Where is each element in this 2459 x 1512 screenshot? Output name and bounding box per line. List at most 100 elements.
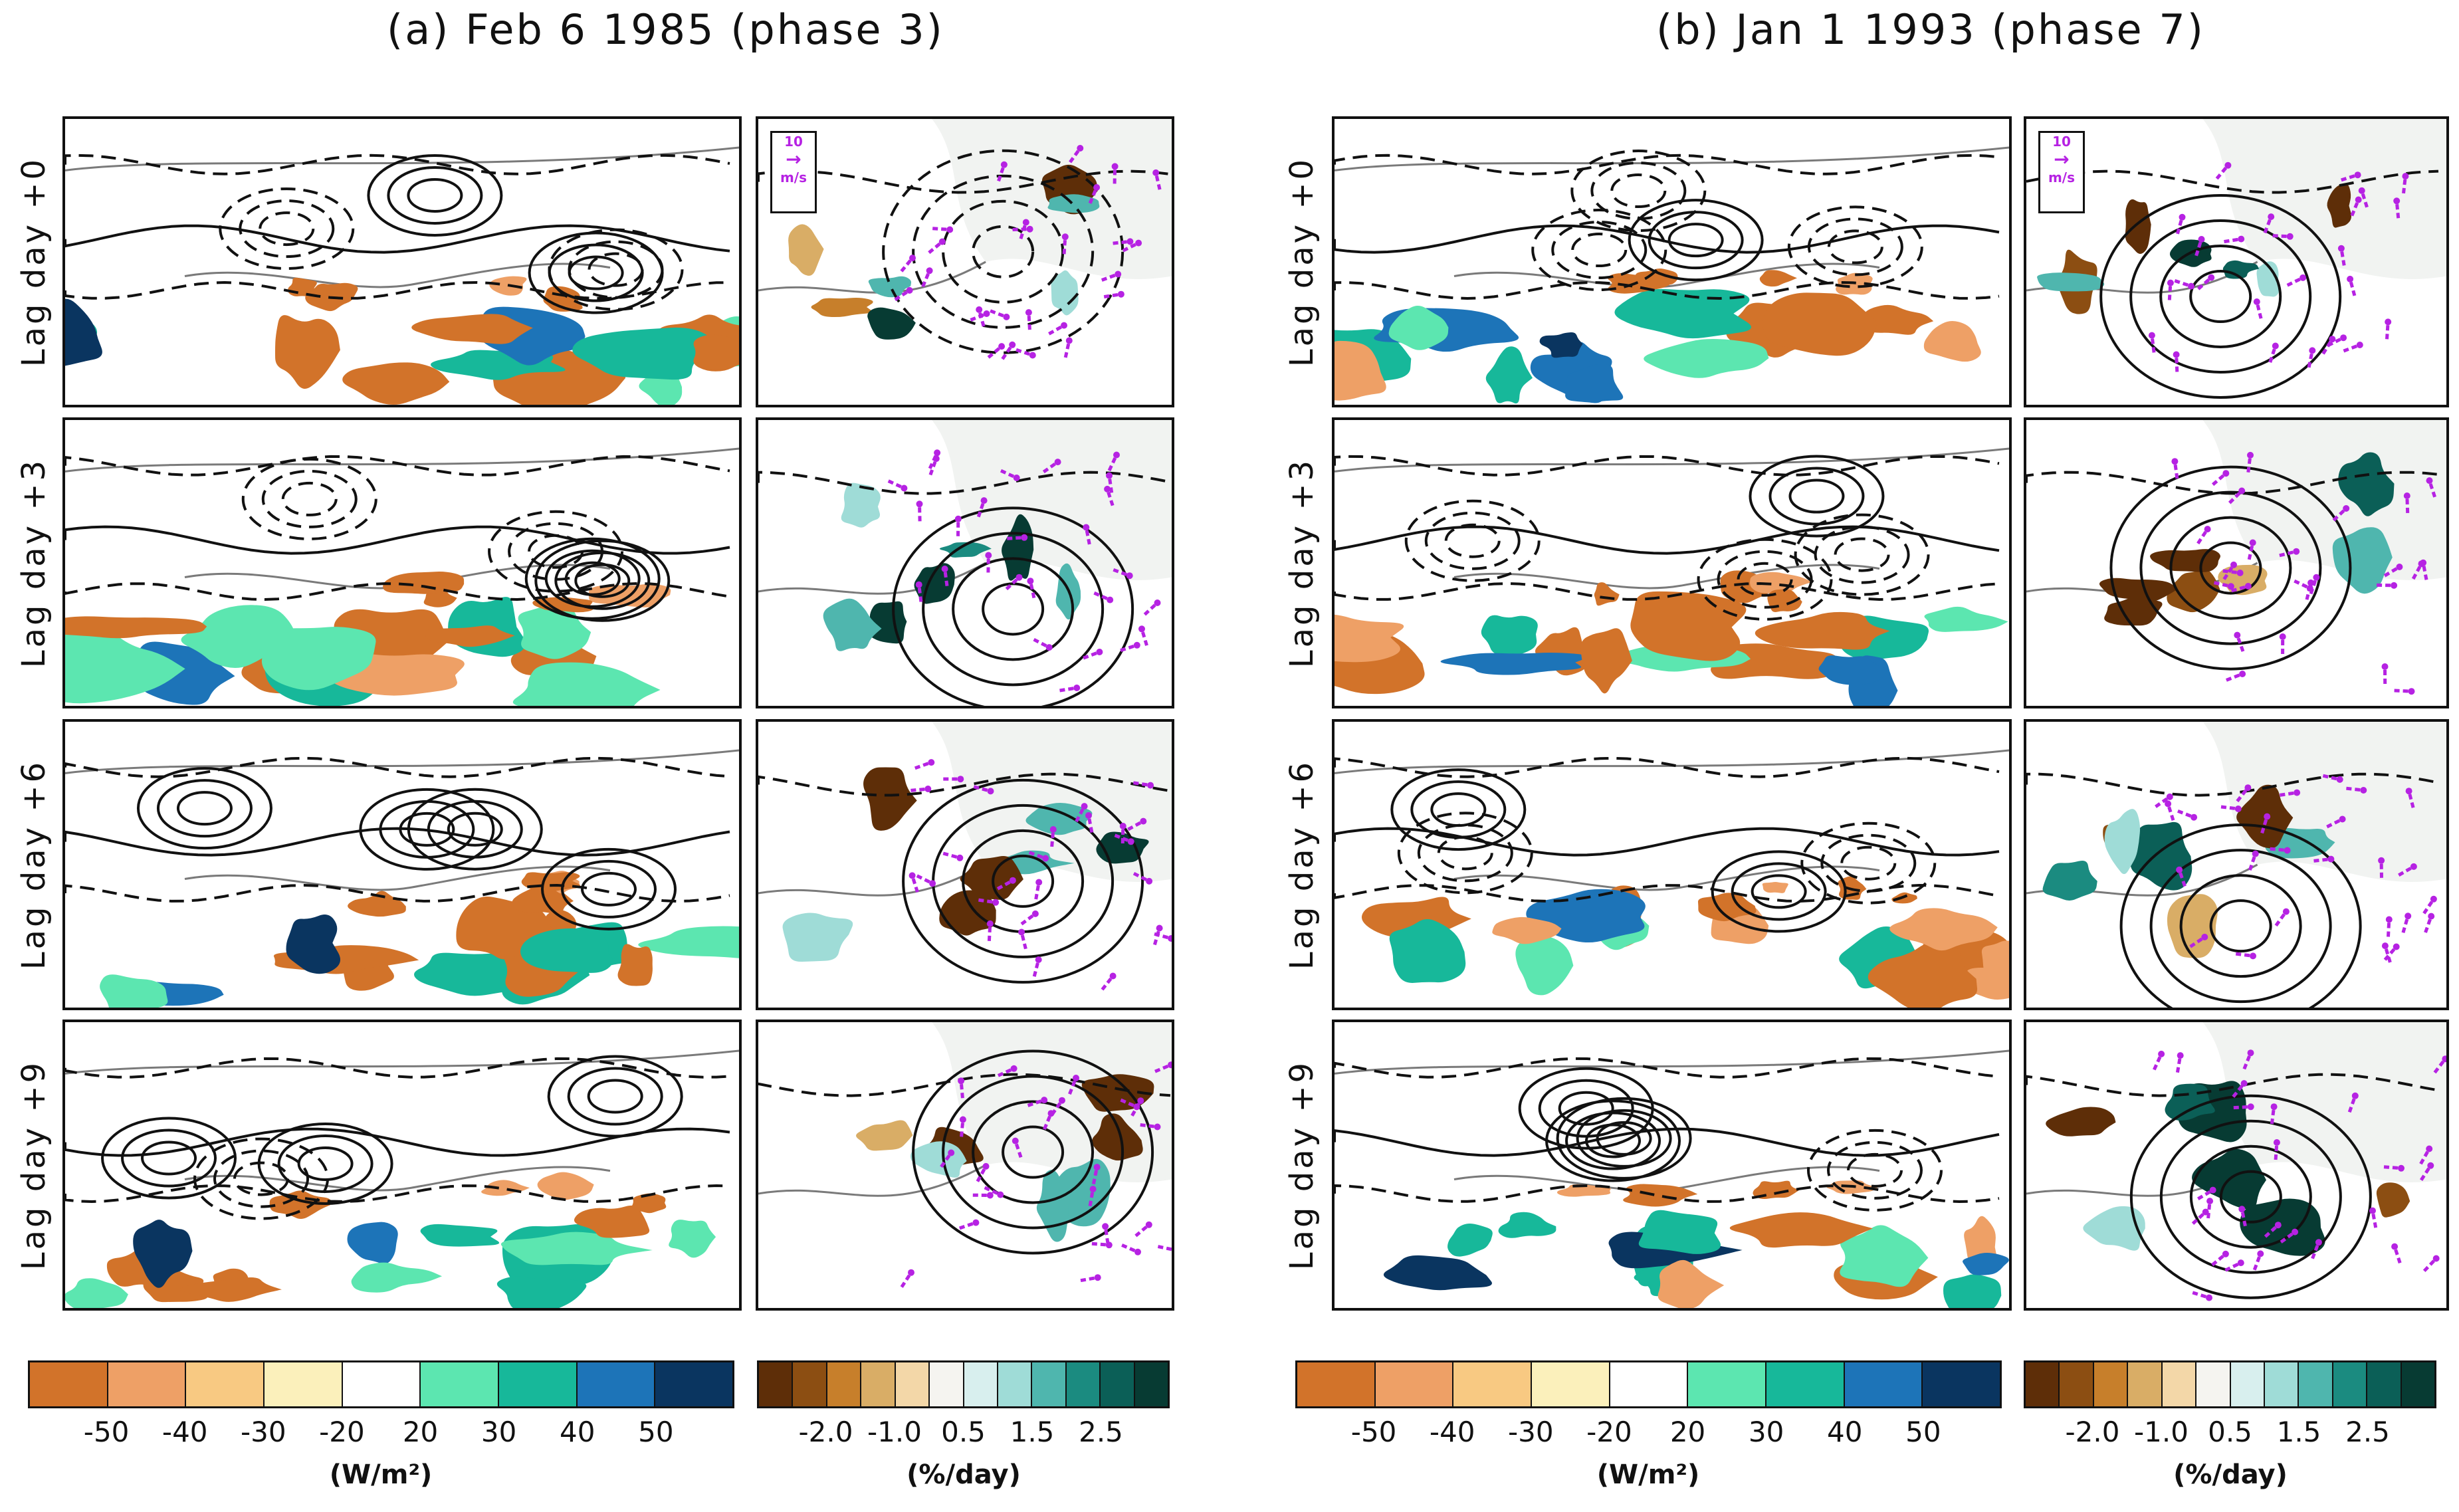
map-canvas bbox=[758, 420, 1172, 706]
rate-tick-label: -1.0 bbox=[867, 1416, 922, 1448]
olr-unit-left: (W/m²) bbox=[329, 1459, 433, 1490]
olr-tick-label: -30 bbox=[1508, 1416, 1554, 1448]
colorbar-swatch bbox=[2093, 1362, 2129, 1406]
colorbar-swatch bbox=[998, 1362, 1033, 1406]
map-canvas bbox=[65, 146, 739, 405]
rate-map-panel-a-lag0: 10 → m/s bbox=[756, 116, 1174, 407]
lag-label: Lag day +0 bbox=[1283, 156, 1321, 368]
olr-tick-label: 40 bbox=[560, 1416, 595, 1448]
olr-map-panel-a-lag3 bbox=[62, 1020, 742, 1311]
vector-arrow-icon: → bbox=[786, 148, 802, 170]
olr-tick-label: -20 bbox=[319, 1416, 365, 1448]
colorbar-swatch bbox=[30, 1362, 108, 1406]
vector-reference-unit: m/s bbox=[780, 169, 807, 185]
map-canvas bbox=[2026, 722, 2446, 1008]
colorbar-swatch bbox=[2196, 1362, 2231, 1406]
colorbar-swatch bbox=[1066, 1362, 1101, 1406]
lag-label: Lag day +3 bbox=[15, 457, 53, 669]
colorbar-swatch bbox=[2401, 1362, 2435, 1406]
lag-label: Lag day +0 bbox=[15, 156, 53, 368]
rate-tick-label: -2.0 bbox=[798, 1416, 853, 1448]
colorbar-swatch bbox=[895, 1362, 930, 1406]
rate-tick-label: 0.5 bbox=[2208, 1416, 2252, 1448]
olr-tick-label: -40 bbox=[161, 1416, 208, 1448]
rate-map-panel-a-lag3 bbox=[756, 1020, 1174, 1311]
colorbar-swatch bbox=[421, 1362, 500, 1406]
colorbar-swatch bbox=[1032, 1362, 1067, 1406]
vector-arrow-icon: → bbox=[2054, 148, 2070, 170]
olr-map-panel-b-lag3 bbox=[1332, 1020, 2012, 1311]
map-canvas bbox=[2026, 420, 2446, 695]
map-canvas bbox=[758, 119, 1172, 360]
olr-tick-label: -30 bbox=[241, 1416, 286, 1448]
colorbar-swatch bbox=[655, 1362, 733, 1406]
rate-unit-left: (%/day) bbox=[907, 1459, 1021, 1490]
olr-unit-right: (W/m²) bbox=[1596, 1459, 1700, 1490]
vector-reference-value: 10 bbox=[784, 134, 803, 150]
colorbar-swatch bbox=[2264, 1362, 2299, 1406]
lag-label: Lag day +6 bbox=[15, 759, 53, 970]
colorbar-swatch bbox=[2128, 1362, 2163, 1406]
colorbar-swatch bbox=[1532, 1362, 1610, 1406]
colorbar-swatch bbox=[342, 1362, 421, 1406]
olr-colorbar-left bbox=[28, 1360, 734, 1408]
title-a: (a) Feb 6 1985 (phase 3) bbox=[387, 5, 944, 54]
colorbar-swatch bbox=[964, 1362, 998, 1406]
olr-map-panel-b-lag0 bbox=[1332, 116, 2012, 407]
map-canvas bbox=[65, 447, 739, 706]
olr-tick-label: 20 bbox=[1669, 1416, 1706, 1448]
colorbar-swatch bbox=[1375, 1362, 1454, 1406]
olr-tick-label: -20 bbox=[1586, 1416, 1632, 1448]
map-canvas bbox=[758, 1022, 1172, 1288]
lag-label: Lag day +9 bbox=[15, 1059, 53, 1271]
colorbar-swatch bbox=[577, 1362, 656, 1406]
olr-tick-label: 20 bbox=[402, 1416, 439, 1448]
olr-map-panel-a-lag2 bbox=[62, 719, 742, 1010]
colorbar-swatch bbox=[793, 1362, 827, 1406]
colorbar-swatch bbox=[2367, 1362, 2402, 1406]
rate-colorbar-right bbox=[2024, 1360, 2436, 1408]
colorbar-swatch bbox=[186, 1362, 265, 1406]
colorbar-swatch bbox=[1766, 1362, 1845, 1406]
rate-map-panel-a-lag2 bbox=[756, 719, 1174, 1010]
map-canvas bbox=[1335, 447, 2009, 706]
colorbar-swatch bbox=[2230, 1362, 2265, 1406]
olr-map-panel-b-lag1 bbox=[1332, 417, 2012, 708]
rate-tick-label: 1.5 bbox=[1010, 1416, 1055, 1448]
lag-label: Lag day +3 bbox=[1283, 457, 1321, 669]
colorbar-swatch bbox=[861, 1362, 896, 1406]
olr-colorbar-right bbox=[1295, 1360, 2002, 1408]
colorbar-swatch bbox=[759, 1362, 794, 1406]
colorbar-swatch bbox=[930, 1362, 964, 1406]
map-canvas bbox=[758, 722, 1172, 991]
olr-tick-label: 50 bbox=[638, 1416, 674, 1448]
colorbar-swatch bbox=[1688, 1362, 1767, 1406]
vector-reference-value: 10 bbox=[2052, 134, 2071, 150]
colorbar-swatch bbox=[2333, 1362, 2368, 1406]
colorbar-swatch bbox=[827, 1362, 862, 1406]
olr-tick-label: 30 bbox=[1748, 1416, 1784, 1448]
colorbar-swatch bbox=[1134, 1362, 1168, 1406]
colorbar-swatch bbox=[2162, 1362, 2197, 1406]
lag-label: Lag day +6 bbox=[1283, 759, 1321, 970]
rate-map-panel-b-lag2 bbox=[2024, 719, 2449, 1010]
map-canvas bbox=[65, 749, 739, 1008]
rate-colorbar-left bbox=[757, 1360, 1170, 1408]
colorbar-swatch bbox=[2026, 1362, 2060, 1406]
rate-map-panel-b-lag0: 10 → m/s bbox=[2024, 116, 2449, 407]
rate-map-panel-a-lag1 bbox=[756, 417, 1174, 708]
map-canvas bbox=[2026, 1022, 2446, 1301]
rate-unit-right: (%/day) bbox=[2173, 1459, 2288, 1490]
lag-label: Lag day +9 bbox=[1283, 1059, 1321, 1271]
colorbar-swatch bbox=[265, 1362, 343, 1406]
title-b: (b) Jan 1 1993 (phase 7) bbox=[1656, 5, 2205, 54]
rate-tick-label: -2.0 bbox=[2065, 1416, 2120, 1448]
colorbar-swatch bbox=[108, 1362, 187, 1406]
colorbar-swatch bbox=[1101, 1362, 1135, 1406]
colorbar-swatch bbox=[2060, 1362, 2094, 1406]
colorbar-swatch bbox=[499, 1362, 578, 1406]
rate-tick-label: 2.5 bbox=[2345, 1416, 2390, 1448]
rate-tick-label: 2.5 bbox=[1079, 1416, 1123, 1448]
olr-tick-label: -50 bbox=[1350, 1416, 1397, 1448]
rate-tick-label: 0.5 bbox=[941, 1416, 986, 1448]
